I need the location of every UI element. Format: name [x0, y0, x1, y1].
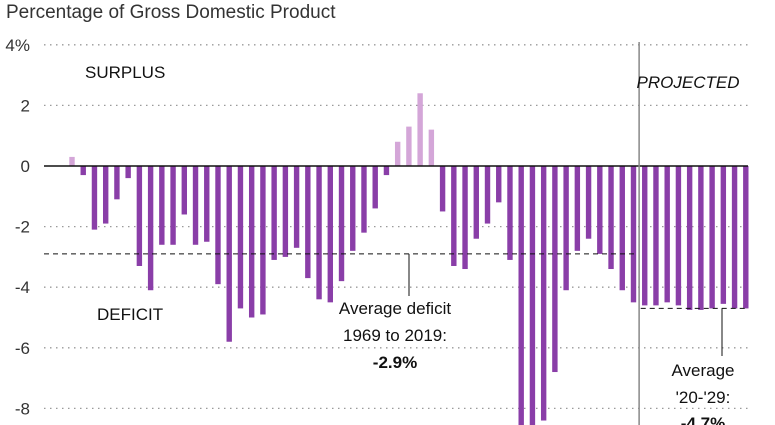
bar: [496, 166, 502, 203]
bar: [237, 166, 244, 309]
bar: [271, 166, 277, 260]
y-tick-label: -6: [15, 339, 30, 358]
bar: [731, 166, 738, 309]
bar: [439, 166, 446, 212]
projected-label: PROJECTED: [637, 73, 740, 92]
bar: [653, 166, 659, 306]
bar: [316, 166, 322, 300]
bar: [675, 166, 682, 306]
y-tick-label: 4%: [5, 36, 30, 55]
bar: [91, 166, 98, 230]
bar: [417, 93, 423, 166]
bar: [372, 166, 378, 209]
bar: [518, 166, 524, 425]
y-tick-label: -2: [15, 218, 30, 237]
bar: [686, 166, 693, 310]
bar: [282, 166, 289, 257]
bar: [473, 166, 479, 239]
average-projected-label-line2: '20-'29:: [676, 388, 731, 407]
bar: [709, 166, 715, 309]
bar: [260, 166, 266, 315]
bar: [698, 166, 704, 310]
bar: [462, 166, 468, 270]
bar: [69, 156, 75, 166]
surplus-label: SURPLUS: [85, 63, 165, 82]
bar: [215, 166, 221, 285]
bar: [563, 166, 569, 291]
bar: [597, 166, 603, 254]
bar: [114, 166, 120, 200]
bar: [743, 166, 749, 309]
bar: [507, 166, 513, 260]
bars: [69, 93, 749, 425]
bar: [350, 166, 356, 251]
bar: [338, 166, 345, 282]
bar: [80, 166, 86, 176]
bar: [102, 166, 109, 224]
bar: [664, 166, 670, 303]
bar: [248, 166, 255, 318]
y-tick-label: -8: [15, 399, 30, 418]
bar: [451, 166, 457, 266]
bar: [181, 166, 187, 215]
bar: [720, 166, 727, 304]
bar: [406, 126, 412, 166]
bar: [619, 166, 625, 291]
bar: [585, 166, 592, 239]
average-projected-value: -4.7%: [681, 414, 725, 425]
y-tick-label: -4: [15, 278, 30, 297]
deficit-label: DEFICIT: [97, 305, 163, 324]
bar: [383, 166, 390, 176]
y-tick-label: 0: [21, 157, 30, 176]
bar: [147, 166, 154, 291]
bar: [170, 166, 176, 245]
average-deficit-label-line2: 1969 to 2019:: [343, 326, 447, 345]
bar: [574, 166, 581, 251]
bar: [192, 166, 199, 245]
bar: [642, 166, 648, 306]
average-projected-label-line1: Average: [671, 361, 734, 380]
bar: [484, 166, 491, 224]
bar: [305, 166, 311, 279]
bar: [293, 166, 300, 248]
average-deficit-label-line1: Average deficit: [339, 299, 451, 318]
chart-title: Percentage of Gross Domestic Product: [6, 2, 336, 23]
bar: [361, 166, 367, 233]
y-axis-ticks: 4% 2 0 -2 -4 -6 -8: [5, 36, 30, 419]
bar: [159, 166, 165, 245]
bar: [428, 129, 435, 166]
bar: [204, 166, 210, 242]
bar: [136, 166, 143, 266]
bar: [226, 166, 232, 342]
bar: [630, 166, 637, 303]
y-tick-label: 2: [21, 96, 30, 115]
bar: [552, 166, 558, 373]
bar: [125, 166, 131, 179]
average-deficit-value: -2.9%: [373, 353, 417, 372]
bar: [327, 166, 333, 303]
bar: [608, 166, 614, 270]
bar: [394, 141, 401, 166]
bar: [540, 166, 547, 421]
bar: [529, 166, 536, 425]
